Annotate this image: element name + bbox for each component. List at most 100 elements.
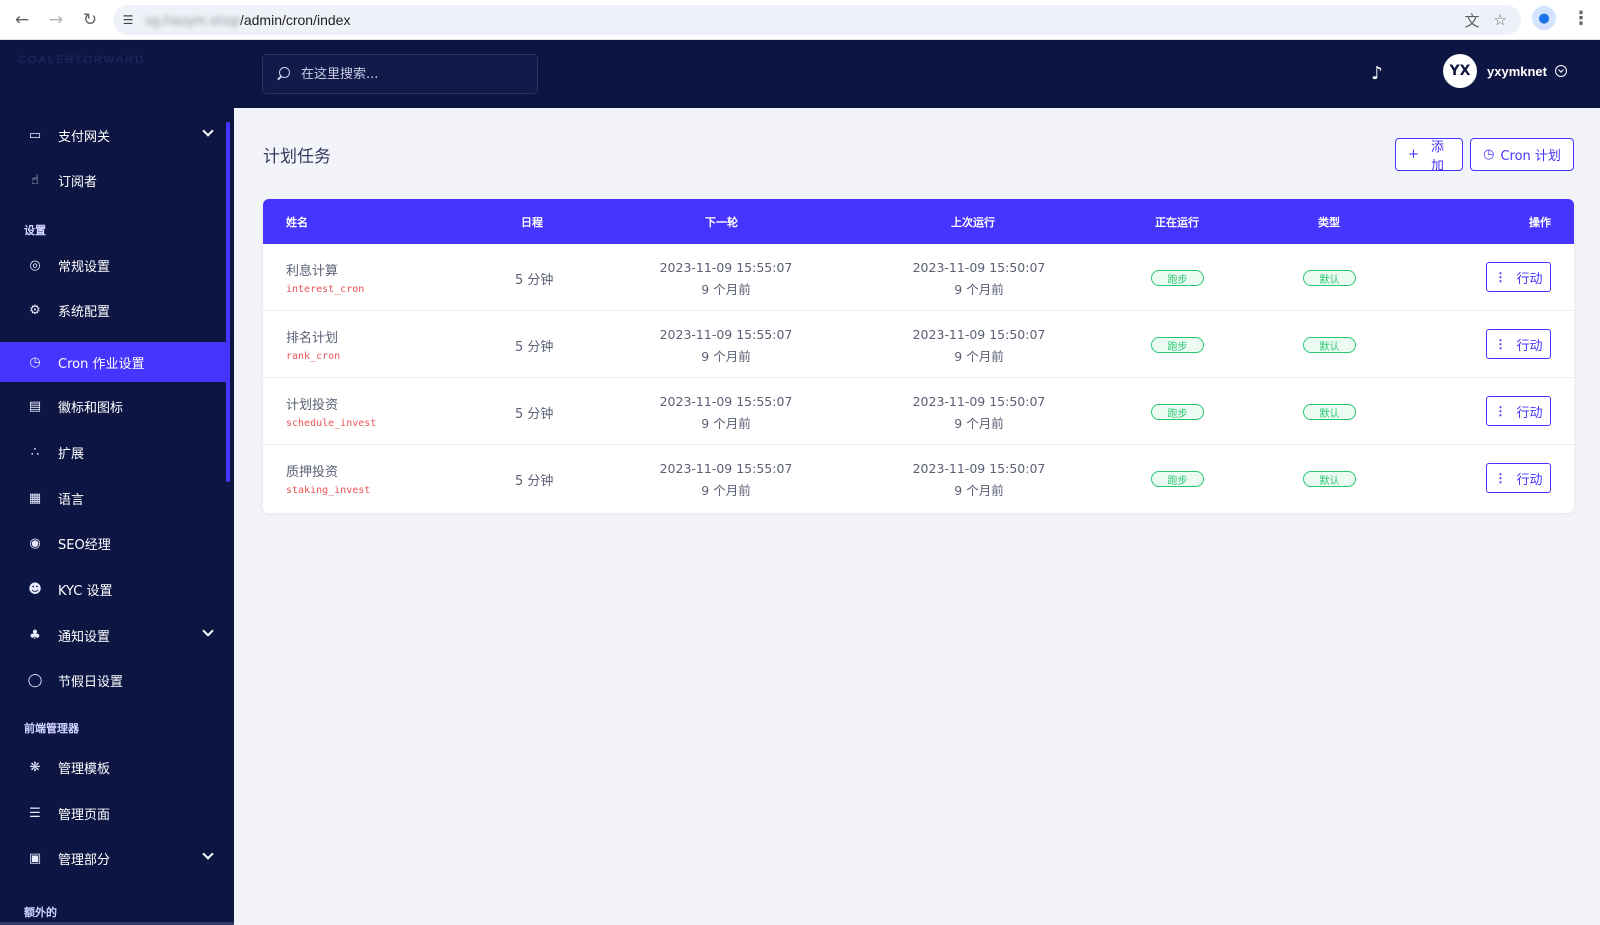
sidebar-item-seo-manager[interactable]: ◉ SEO经理 [0, 523, 228, 563]
action-button[interactable]: ⋮ 行动 [1486, 262, 1551, 292]
next-run-relative: 9 个月前 [701, 483, 751, 498]
clock-icon: ◷ [29, 354, 41, 370]
sidebar-item-language[interactable]: ▦ 语言 [0, 478, 228, 518]
add-button[interactable]: + 添加 [1395, 138, 1463, 174]
user-menu[interactable]: YX yxymknet [1443, 54, 1567, 88]
sidebar-item-manage-sections[interactable]: ▣ 管理部分 [0, 838, 228, 878]
cron-name: 排名计划 [286, 331, 339, 346]
sidebar-section-settings: 设置 [24, 224, 46, 237]
last-run-cell: 2023-11-09 15:50:07 9 个月前 [909, 260, 1049, 298]
next-run-cell: 2023-11-09 15:55:07 9 个月前 [656, 461, 796, 499]
type-badge: 默认 [1303, 404, 1356, 420]
reload-icon[interactable]: ↻ [82, 9, 98, 30]
last-run-cell: 2023-11-09 15:50:07 9 个月前 [909, 327, 1049, 365]
sidebar-item-manage-pages[interactable]: ☰ 管理页面 [0, 793, 228, 833]
notification-bell-icon[interactable]: ♪ [1371, 62, 1383, 84]
next-run-time: 2023-11-09 15:55:07 [659, 461, 793, 476]
last-run-relative: 9 个月前 [954, 416, 1004, 431]
credit-card-icon: ▭ [28, 127, 42, 143]
vertical-dots-icon: ⋮ [1494, 471, 1507, 485]
search-input[interactable] [301, 66, 521, 82]
search-box[interactable] [262, 54, 538, 94]
search-icon [277, 67, 291, 81]
bookmark-star-icon[interactable]: ☆ [1493, 11, 1507, 29]
sidebar-item-logo-icons[interactable]: ▤ 徽标和图标 [0, 386, 228, 426]
cron-code: interest_cron [286, 284, 365, 295]
sidebar-item-payment-gateway[interactable]: ▭ 支付网关 [0, 115, 228, 155]
status-badge: 跑步 [1151, 471, 1204, 487]
type-badge: 默认 [1303, 471, 1356, 487]
sidebar-item-label: 徽标和图标 [58, 400, 124, 416]
sidebar-item-extensions[interactable]: ∴ 扩展 [0, 432, 228, 472]
globe-icon: ◉ [29, 535, 41, 551]
cron-schedule-button-label: Cron 计划 [1500, 149, 1561, 164]
address-bar[interactable]: ☰ xg.haoym.shop/admin/cron/index 文 ☆ [113, 5, 1521, 35]
vertical-dots-icon: ⋮ [1494, 337, 1507, 351]
last-run-time: 2023-11-09 15:50:07 [912, 394, 1046, 409]
sidebar: COALERTORWARD ▭ 支付网关 ☝ 订阅者 设置 ◎ 常规设置 ⚙ 系… [0, 40, 234, 925]
sidebar-item-manage-templates[interactable]: ❋ 管理模板 [0, 747, 228, 787]
sidebar-item-label: 管理模板 [58, 761, 111, 777]
cron-code: schedule_invest [286, 418, 377, 429]
column-header-action: 操作 [1529, 216, 1551, 229]
table-row: 质押投资 staking_invest 5 分钟 2023-11-09 15:5… [263, 445, 1574, 512]
puzzle-icon: ❋ [29, 759, 41, 775]
back-arrow-icon[interactable]: ← [14, 9, 30, 30]
bell-icon: ♣ [29, 627, 41, 643]
sidebar-item-general-settings[interactable]: ◎ 常规设置 [0, 245, 228, 285]
cron-name-cell: 利息计算 interest_cron [286, 260, 364, 295]
chevron-down-circle-icon[interactable] [1554, 65, 1567, 77]
schedule-cell: 5 分钟 [515, 340, 554, 355]
next-run-time: 2023-11-09 15:55:07 [659, 394, 793, 409]
chevron-down-icon [202, 125, 214, 137]
cron-name-cell: 计划投资 schedule_invest [286, 394, 376, 429]
action-button-label: 行动 [1516, 404, 1543, 420]
username[interactable]: yxymknet [1487, 63, 1547, 79]
add-button-label: 添加 [1430, 139, 1444, 174]
table-row: 计划投资 schedule_invest 5 分钟 2023-11-09 15:… [263, 378, 1574, 445]
url-path: /admin/cron/index [239, 12, 351, 28]
sidebar-logo[interactable]: COALERTORWARD [18, 54, 146, 66]
sidebar-bottom-divider [0, 922, 234, 925]
language-icon: ▦ [28, 490, 42, 506]
cron-name: 利息计算 [286, 264, 339, 279]
cron-schedule-button[interactable]: ◷ Cron 计划 [1470, 138, 1574, 171]
sidebar-item-holiday-settings[interactable]: ◯ 节假日设置 [0, 660, 228, 700]
browser-menu-icon[interactable]: ⋮ [1572, 7, 1590, 29]
chevron-down-icon [202, 848, 214, 860]
status-badge: 跑步 [1151, 270, 1204, 286]
avatar[interactable]: YX [1443, 54, 1477, 88]
schedule-cell: 5 分钟 [515, 273, 554, 288]
action-button[interactable]: ⋮ 行动 [1486, 329, 1551, 359]
cron-table: 姓名 日程 下一轮 上次运行 正在运行 类型 操作 利息计算 interest_… [263, 199, 1574, 513]
cron-name: 计划投资 [286, 398, 339, 413]
url-text[interactable]: xg.haoym.shop/admin/cron/index [145, 12, 350, 28]
next-run-cell: 2023-11-09 15:55:07 9 个月前 [656, 394, 796, 432]
cron-name-cell: 质押投资 staking_invest [286, 461, 370, 496]
action-button[interactable]: ⋮ 行动 [1486, 396, 1551, 426]
sidebar-item-cron-settings[interactable]: ◷ Cron 作业设置 [0, 342, 228, 382]
top-header: ♪ YX yxymknet [234, 40, 1600, 108]
sidebar-item-label: 管理部分 [58, 852, 111, 868]
forward-arrow-icon[interactable]: → [48, 9, 64, 30]
page-title: 计划任务 [263, 147, 331, 167]
column-header-next-run: 下一轮 [705, 216, 738, 229]
sidebar-scrollbar[interactable] [226, 122, 230, 482]
last-run-relative: 9 个月前 [954, 282, 1004, 297]
profile-icon[interactable]: ● [1532, 6, 1556, 30]
sidebar-item-label: SEO经理 [58, 537, 111, 553]
site-info-icon[interactable]: ☰ [122, 13, 134, 27]
sidebar-section-frontend: 前端管理器 [24, 722, 79, 735]
table-header: 姓名 日程 下一轮 上次运行 正在运行 类型 操作 [263, 199, 1574, 244]
life-ring-icon: ◎ [29, 257, 41, 273]
action-button[interactable]: ⋮ 行动 [1486, 463, 1551, 493]
sidebar-item-subscribers[interactable]: ☝ 订阅者 [0, 160, 228, 200]
sidebar-item-kyc-settings[interactable]: ☻ KYC 设置 [0, 569, 228, 609]
sidebar-item-system-config[interactable]: ⚙ 系统配置 [0, 290, 228, 330]
translate-icon[interactable]: 文 [1464, 11, 1480, 30]
sidebar-item-notification-settings[interactable]: ♣ 通知设置 [0, 615, 228, 655]
url-host: xg.haoym.shop [145, 12, 240, 28]
next-run-time: 2023-11-09 15:55:07 [659, 327, 793, 342]
sidebar-item-label: Cron 作业设置 [58, 356, 145, 372]
next-run-cell: 2023-11-09 15:55:07 9 个月前 [656, 327, 796, 365]
